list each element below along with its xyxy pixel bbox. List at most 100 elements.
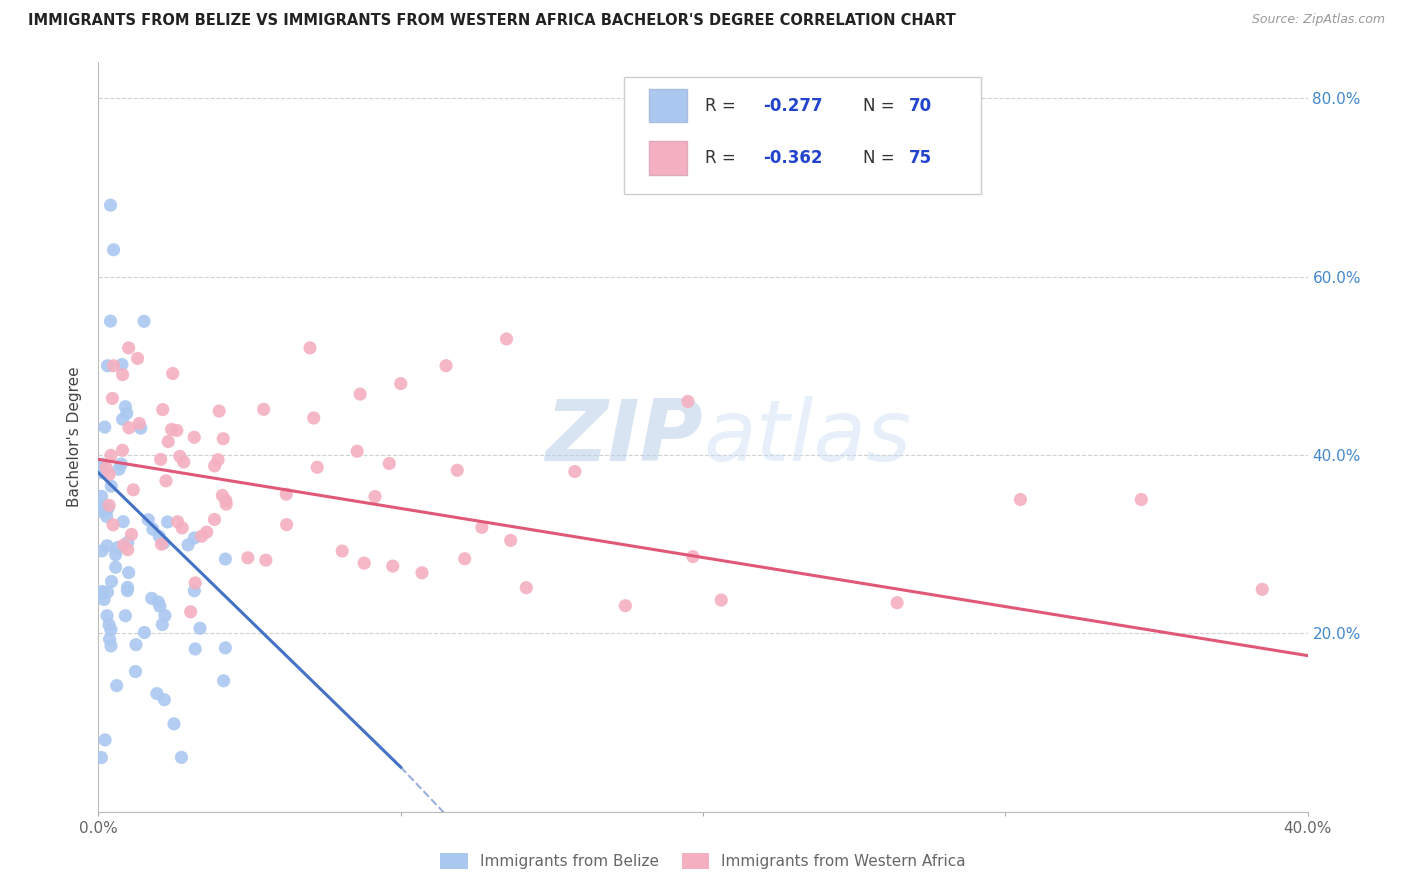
- Point: [90, 750, 112, 764]
- Point: [212, 432, 235, 446]
- Point: [564, 465, 586, 479]
- Point: [183, 583, 205, 598]
- Point: [215, 497, 238, 511]
- FancyBboxPatch shape: [648, 89, 688, 122]
- Point: [499, 533, 522, 548]
- Point: [364, 490, 387, 504]
- Text: N =: N =: [863, 96, 900, 114]
- Text: IMMIGRANTS FROM BELIZE VS IMMIGRANTS FROM WESTERN AFRICA BACHELOR'S DEGREE CORRE: IMMIGRANTS FROM BELIZE VS IMMIGRANTS FRO…: [28, 13, 956, 29]
- Point: [411, 566, 433, 580]
- Point: [117, 583, 139, 598]
- Point: [183, 531, 205, 545]
- Point: [127, 351, 149, 366]
- Legend: Immigrants from Belize, Immigrants from Western Africa: Immigrants from Belize, Immigrants from …: [434, 847, 972, 875]
- Point: [101, 517, 124, 532]
- Point: [114, 608, 136, 623]
- Point: [188, 621, 211, 635]
- Point: [208, 404, 231, 418]
- Point: [100, 574, 122, 589]
- Point: [117, 542, 139, 557]
- Point: [152, 536, 174, 550]
- Point: [153, 608, 176, 623]
- Point: [204, 512, 226, 526]
- FancyBboxPatch shape: [624, 78, 981, 194]
- Point: [96, 460, 118, 475]
- Text: R =: R =: [706, 96, 741, 114]
- Point: [307, 460, 329, 475]
- Point: [104, 560, 127, 574]
- Point: [96, 608, 118, 623]
- Point: [212, 673, 235, 688]
- Point: [676, 394, 699, 409]
- Text: -0.277: -0.277: [763, 96, 823, 114]
- Point: [112, 515, 135, 529]
- Point: [93, 592, 115, 607]
- Point: [149, 452, 172, 467]
- Text: 70: 70: [908, 96, 932, 114]
- Point: [117, 535, 139, 549]
- Point: [614, 599, 637, 613]
- Point: [121, 527, 143, 541]
- Point: [91, 584, 114, 599]
- Point: [104, 548, 127, 562]
- Point: [125, 638, 148, 652]
- Point: [150, 537, 173, 551]
- Point: [180, 605, 202, 619]
- Text: 75: 75: [908, 149, 932, 167]
- Point: [349, 387, 371, 401]
- Point: [90, 489, 112, 503]
- Point: [100, 639, 122, 653]
- Y-axis label: Bachelor's Degree: Bachelor's Degree: [67, 367, 83, 508]
- Point: [211, 488, 233, 502]
- Point: [353, 556, 375, 570]
- Point: [115, 406, 138, 420]
- Point: [254, 553, 277, 567]
- Point: [124, 665, 146, 679]
- Point: [330, 544, 353, 558]
- Point: [103, 243, 125, 257]
- Point: [107, 541, 129, 555]
- Point: [184, 642, 207, 657]
- Point: [93, 420, 115, 434]
- Point: [214, 640, 236, 655]
- Point: [108, 462, 131, 476]
- Point: [118, 421, 141, 435]
- Point: [141, 591, 163, 606]
- Point: [117, 580, 139, 594]
- Point: [169, 450, 191, 464]
- Point: [98, 632, 121, 647]
- Point: [170, 750, 193, 764]
- Point: [381, 559, 404, 574]
- Point: [190, 529, 212, 543]
- Point: [129, 421, 152, 435]
- Point: [163, 716, 186, 731]
- Point: [886, 596, 908, 610]
- Point: [1251, 582, 1274, 597]
- Point: [214, 552, 236, 566]
- Text: -0.362: -0.362: [763, 149, 823, 167]
- Point: [515, 581, 537, 595]
- Point: [454, 551, 477, 566]
- Point: [96, 359, 118, 373]
- Point: [114, 400, 136, 414]
- Point: [100, 479, 122, 493]
- Point: [495, 332, 517, 346]
- Point: [111, 368, 134, 382]
- Point: [105, 679, 128, 693]
- Point: [389, 376, 412, 391]
- FancyBboxPatch shape: [648, 141, 688, 175]
- Point: [276, 517, 298, 532]
- Text: atlas: atlas: [703, 395, 911, 479]
- Point: [184, 575, 207, 590]
- Text: Source: ZipAtlas.com: Source: ZipAtlas.com: [1251, 13, 1385, 27]
- Point: [150, 617, 173, 632]
- Point: [471, 520, 494, 534]
- Point: [160, 422, 183, 436]
- Point: [112, 538, 135, 552]
- Point: [162, 367, 184, 381]
- Point: [100, 448, 122, 462]
- Point: [96, 585, 118, 599]
- Point: [100, 314, 122, 328]
- Text: R =: R =: [706, 149, 741, 167]
- Point: [136, 513, 159, 527]
